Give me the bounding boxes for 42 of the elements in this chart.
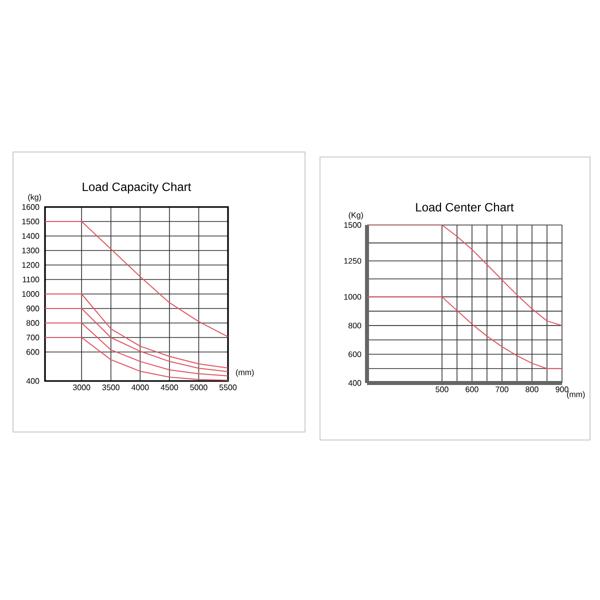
x-tick-label: 900	[556, 386, 568, 392]
y-tick-label: 1250	[344, 258, 362, 264]
x-tick-label: 4500	[160, 384, 178, 390]
x-axis-title: (mm)	[236, 369, 254, 377]
x-tick-label: 5500	[219, 384, 237, 390]
y-tick-label: 1000	[22, 291, 40, 297]
y-tick-label: 1500	[22, 218, 40, 224]
x-tick-label: 600	[466, 386, 478, 392]
y-tick-label: 1600	[22, 204, 40, 210]
y-axis-title: (Kg)	[348, 212, 363, 220]
line-series	[45, 221, 228, 338]
y-tick-label: 600	[348, 351, 362, 358]
x-tick-label: 3500	[102, 384, 120, 390]
x-tick-label: 700	[496, 386, 508, 392]
y-tick-label: 900	[26, 306, 40, 312]
chart-title: Load Center Chart	[416, 202, 514, 212]
y-tick-label: 700	[26, 334, 40, 340]
y-tick-label: 400	[26, 378, 40, 384]
y-tick-label: 1300	[22, 248, 40, 254]
x-tick-label: 500	[436, 386, 448, 392]
y-tick-label: 600	[26, 349, 40, 355]
y-tick-label: 800	[348, 322, 362, 328]
x-tick-label: 3000	[73, 384, 90, 390]
y-tick-label: 400	[348, 380, 362, 386]
line-series	[45, 337, 228, 381]
line-series	[45, 322, 228, 376]
x-tick-label: 800	[526, 386, 538, 392]
y-axis-title: (kg)	[28, 194, 41, 202]
line-series	[45, 293, 228, 368]
y-tick-label: 1200	[22, 262, 40, 268]
y-tick-label: 800	[26, 320, 40, 326]
x-tick-label: 4000	[131, 384, 149, 390]
chart-title: Load Capacity Chart	[82, 182, 192, 194]
x-tick-label: 5000	[190, 384, 208, 390]
y-tick-label: 1400	[22, 233, 40, 239]
x-axis-title: (mm)	[567, 391, 585, 399]
y-tick-label: 1100	[22, 276, 40, 282]
line-series	[45, 308, 228, 372]
line-series	[367, 224, 562, 326]
y-tick-label: 1000	[344, 294, 362, 300]
y-tick-label: 1500	[344, 222, 362, 228]
line-series	[367, 296, 562, 370]
